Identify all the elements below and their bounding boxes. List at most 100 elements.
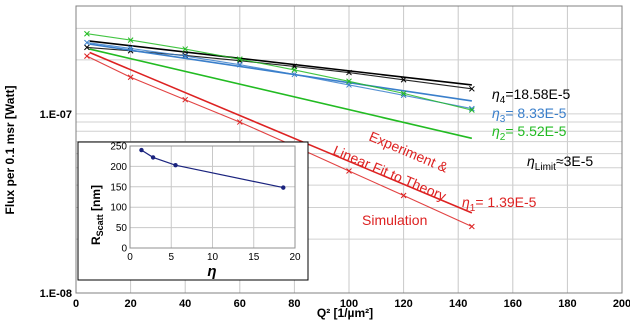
inset-x-tick-label: 5 [168, 252, 174, 263]
data-point-eta-4 [468, 85, 475, 92]
inset-x-tick-labels: 0 5 10 15 20 [127, 252, 301, 263]
point-marker-stroke [84, 44, 90, 51]
data-point-eta-4 [182, 52, 189, 59]
inset-x-tick-label: 15 [248, 252, 260, 263]
x-tick-labels: 0 20 40 60 80 100 120 140 160 180 200 [73, 298, 630, 310]
point-marker-stroke [346, 78, 352, 85]
inset-data-point [139, 147, 144, 153]
label-eta-2: η2= 5.52E-5 [492, 123, 567, 143]
data-point-eta-1 [182, 96, 189, 103]
point-marker-stroke [182, 52, 189, 59]
data-point-eta-1 [346, 168, 352, 174]
inset-y-tick-label: 250 [110, 142, 127, 153]
data-point-eta-4 [346, 69, 352, 76]
label-eta-3: η3= 8.33E-5 [492, 105, 567, 125]
point-marker-stroke [236, 56, 243, 63]
data-point-eta-2 [236, 56, 243, 63]
inset-x-tick-label: 0 [127, 252, 133, 263]
x-tick-label: 100 [340, 298, 358, 310]
inset-y-tick-labels: 0 50 100 150 200 250 [110, 142, 127, 255]
point-marker-stroke [291, 67, 298, 73]
data-point-eta-1 [400, 192, 407, 199]
label-eta-1: η1= 1.39E-5 [462, 194, 537, 214]
x-tick-label: 20 [124, 298, 136, 310]
x-axis-label: Q² [1/µm²] [317, 306, 373, 320]
inset-chart: 0 5 10 15 20 0 50 100 150 200 250 RScatt [nm] η [77, 141, 309, 281]
point-marker-stroke [182, 96, 189, 103]
inset-y-axis-label: RScatt [nm] [89, 185, 105, 245]
inset-x-tick-label: 20 [289, 252, 301, 263]
data-point-eta-3 [182, 53, 189, 59]
measured-line-eta-3 [86, 42, 472, 110]
data-point-eta-3 [84, 39, 90, 46]
point-marker-stroke [400, 192, 407, 199]
data-point-eta-1 [468, 223, 475, 230]
point-marker-stroke [346, 69, 352, 76]
inset-y-tick-label: 200 [110, 162, 127, 173]
data-point-eta-2 [400, 90, 407, 97]
point-marker-stroke [84, 39, 90, 46]
point-marker-stroke [127, 45, 134, 52]
fit-line-eta-2 [89, 48, 473, 140]
data-point-eta-3 [236, 61, 243, 68]
data-point-eta-2 [84, 30, 90, 37]
point-marker-stroke [182, 53, 189, 59]
point-marker-stroke [468, 107, 475, 113]
point-marker-stroke [291, 71, 298, 78]
point-marker-stroke [346, 168, 352, 174]
y-axis-label: Flux per 0.1 msr [Watt] [3, 86, 17, 215]
fit-line-eta-4 [89, 40, 472, 86]
point-marker-stroke [400, 76, 407, 83]
inset-y-tick-label: 100 [110, 203, 127, 214]
data-point-eta-4 [84, 44, 90, 51]
inset-line [141, 149, 284, 189]
series-layer [84, 30, 475, 230]
label-eta-limit: ηLimit≈3E-5 [527, 153, 593, 173]
inset-data-point [150, 155, 156, 160]
point-marker-stroke [400, 90, 407, 97]
point-marker-stroke [84, 30, 90, 37]
inset-data-point [173, 162, 178, 168]
point-marker-stroke [468, 85, 475, 92]
inset-y-tick-label: 150 [110, 182, 127, 193]
y-tick-label: 1.E-08 [40, 288, 72, 300]
measured-line-eta-2 [86, 33, 472, 111]
point-marker-stroke [84, 53, 90, 59]
data-point-eta-4 [400, 76, 407, 83]
inset-series [139, 147, 286, 190]
x-tick-label: 160 [504, 298, 522, 310]
y-tick-labels: 1.E-08 1.E-07 [40, 109, 72, 300]
inset-x-tick-label: 10 [207, 252, 219, 263]
point-marker-stroke [468, 223, 475, 230]
fit-line-eta-3 [89, 43, 472, 102]
point-marker-stroke [236, 119, 243, 125]
data-point-eta-3 [291, 71, 298, 78]
x-tick-label: 120 [394, 298, 412, 310]
x-tick-label: 0 [73, 298, 79, 310]
plot-frame [75, 5, 623, 294]
annotation-simulation: Simulation [362, 212, 427, 228]
inset-grid [129, 145, 296, 249]
x-tick-label: 60 [234, 298, 246, 310]
x-tick-label: 200 [613, 298, 630, 310]
inset-data-point [281, 185, 286, 190]
fit-line-eta-1 [89, 51, 473, 214]
x-tick-label: 80 [288, 298, 300, 310]
measured-line-eta-1 [86, 55, 473, 228]
x-tick-label: 140 [449, 298, 467, 310]
data-point-eta-1 [127, 74, 134, 81]
y-tick-label: 1.E-07 [40, 109, 72, 121]
label-eta-4: η4=18.58E-5 [492, 86, 571, 106]
x-tick-label: 180 [558, 298, 576, 310]
data-point-eta-1 [236, 119, 243, 125]
data-point-eta-2 [182, 46, 189, 52]
x-tick-label: 40 [179, 298, 191, 310]
inset-x-axis-label: η [207, 263, 216, 280]
point-marker-stroke [127, 37, 134, 43]
point-marker-stroke [236, 61, 243, 68]
point-marker-stroke [182, 46, 189, 52]
inset-y-tick-label: 0 [121, 244, 127, 255]
data-point-eta-2 [468, 107, 475, 113]
data-point-eta-2 [127, 37, 134, 43]
